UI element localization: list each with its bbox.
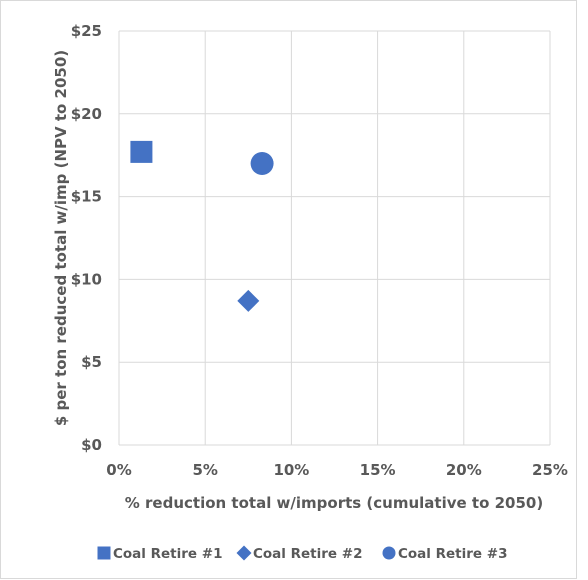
x-tick-label: 15% xyxy=(360,461,396,479)
legend-label: Coal Retire #2 xyxy=(253,546,362,562)
x-tick-label: 5% xyxy=(192,461,217,479)
legend-marker-circle xyxy=(382,546,396,560)
x-axis-title: % reduction total w/imports (cumulative … xyxy=(125,494,543,512)
y-tick-labels: $0 $5 $10 $15 $20 $25 xyxy=(71,22,102,454)
y-tick-label: $0 xyxy=(81,436,102,454)
x-tick-label: 20% xyxy=(446,461,482,479)
y-axis-title: $ per ton reduced total w/imp (NPV to 20… xyxy=(52,50,70,426)
gridlines xyxy=(118,30,551,446)
legend-label: Coal Retire #3 xyxy=(398,546,507,562)
legend: Coal Retire #1 Coal Retire #2 Coal Retire … xyxy=(97,545,507,562)
y-tick-label: $25 xyxy=(71,22,102,40)
x-tick-label: 0% xyxy=(106,461,131,479)
legend-marker-diamond xyxy=(236,545,252,561)
y-tick-label: $10 xyxy=(71,270,102,288)
data-point-circle xyxy=(250,151,274,175)
legend-marker-square xyxy=(97,546,111,560)
legend-label: Coal Retire #1 xyxy=(113,546,222,562)
chart-frame xyxy=(0,0,577,579)
x-tick-label: 10% xyxy=(273,461,309,479)
data-point-square xyxy=(130,140,153,163)
y-tick-label: $20 xyxy=(71,105,102,123)
x-tick-label: 25% xyxy=(532,461,568,479)
x-tick-labels: 0% 5% 10% 15% 20% 25% xyxy=(106,461,568,479)
y-tick-label: $15 xyxy=(71,188,102,206)
data-points xyxy=(130,140,274,312)
y-tick-label: $5 xyxy=(81,353,102,371)
data-point-diamond xyxy=(237,289,260,312)
